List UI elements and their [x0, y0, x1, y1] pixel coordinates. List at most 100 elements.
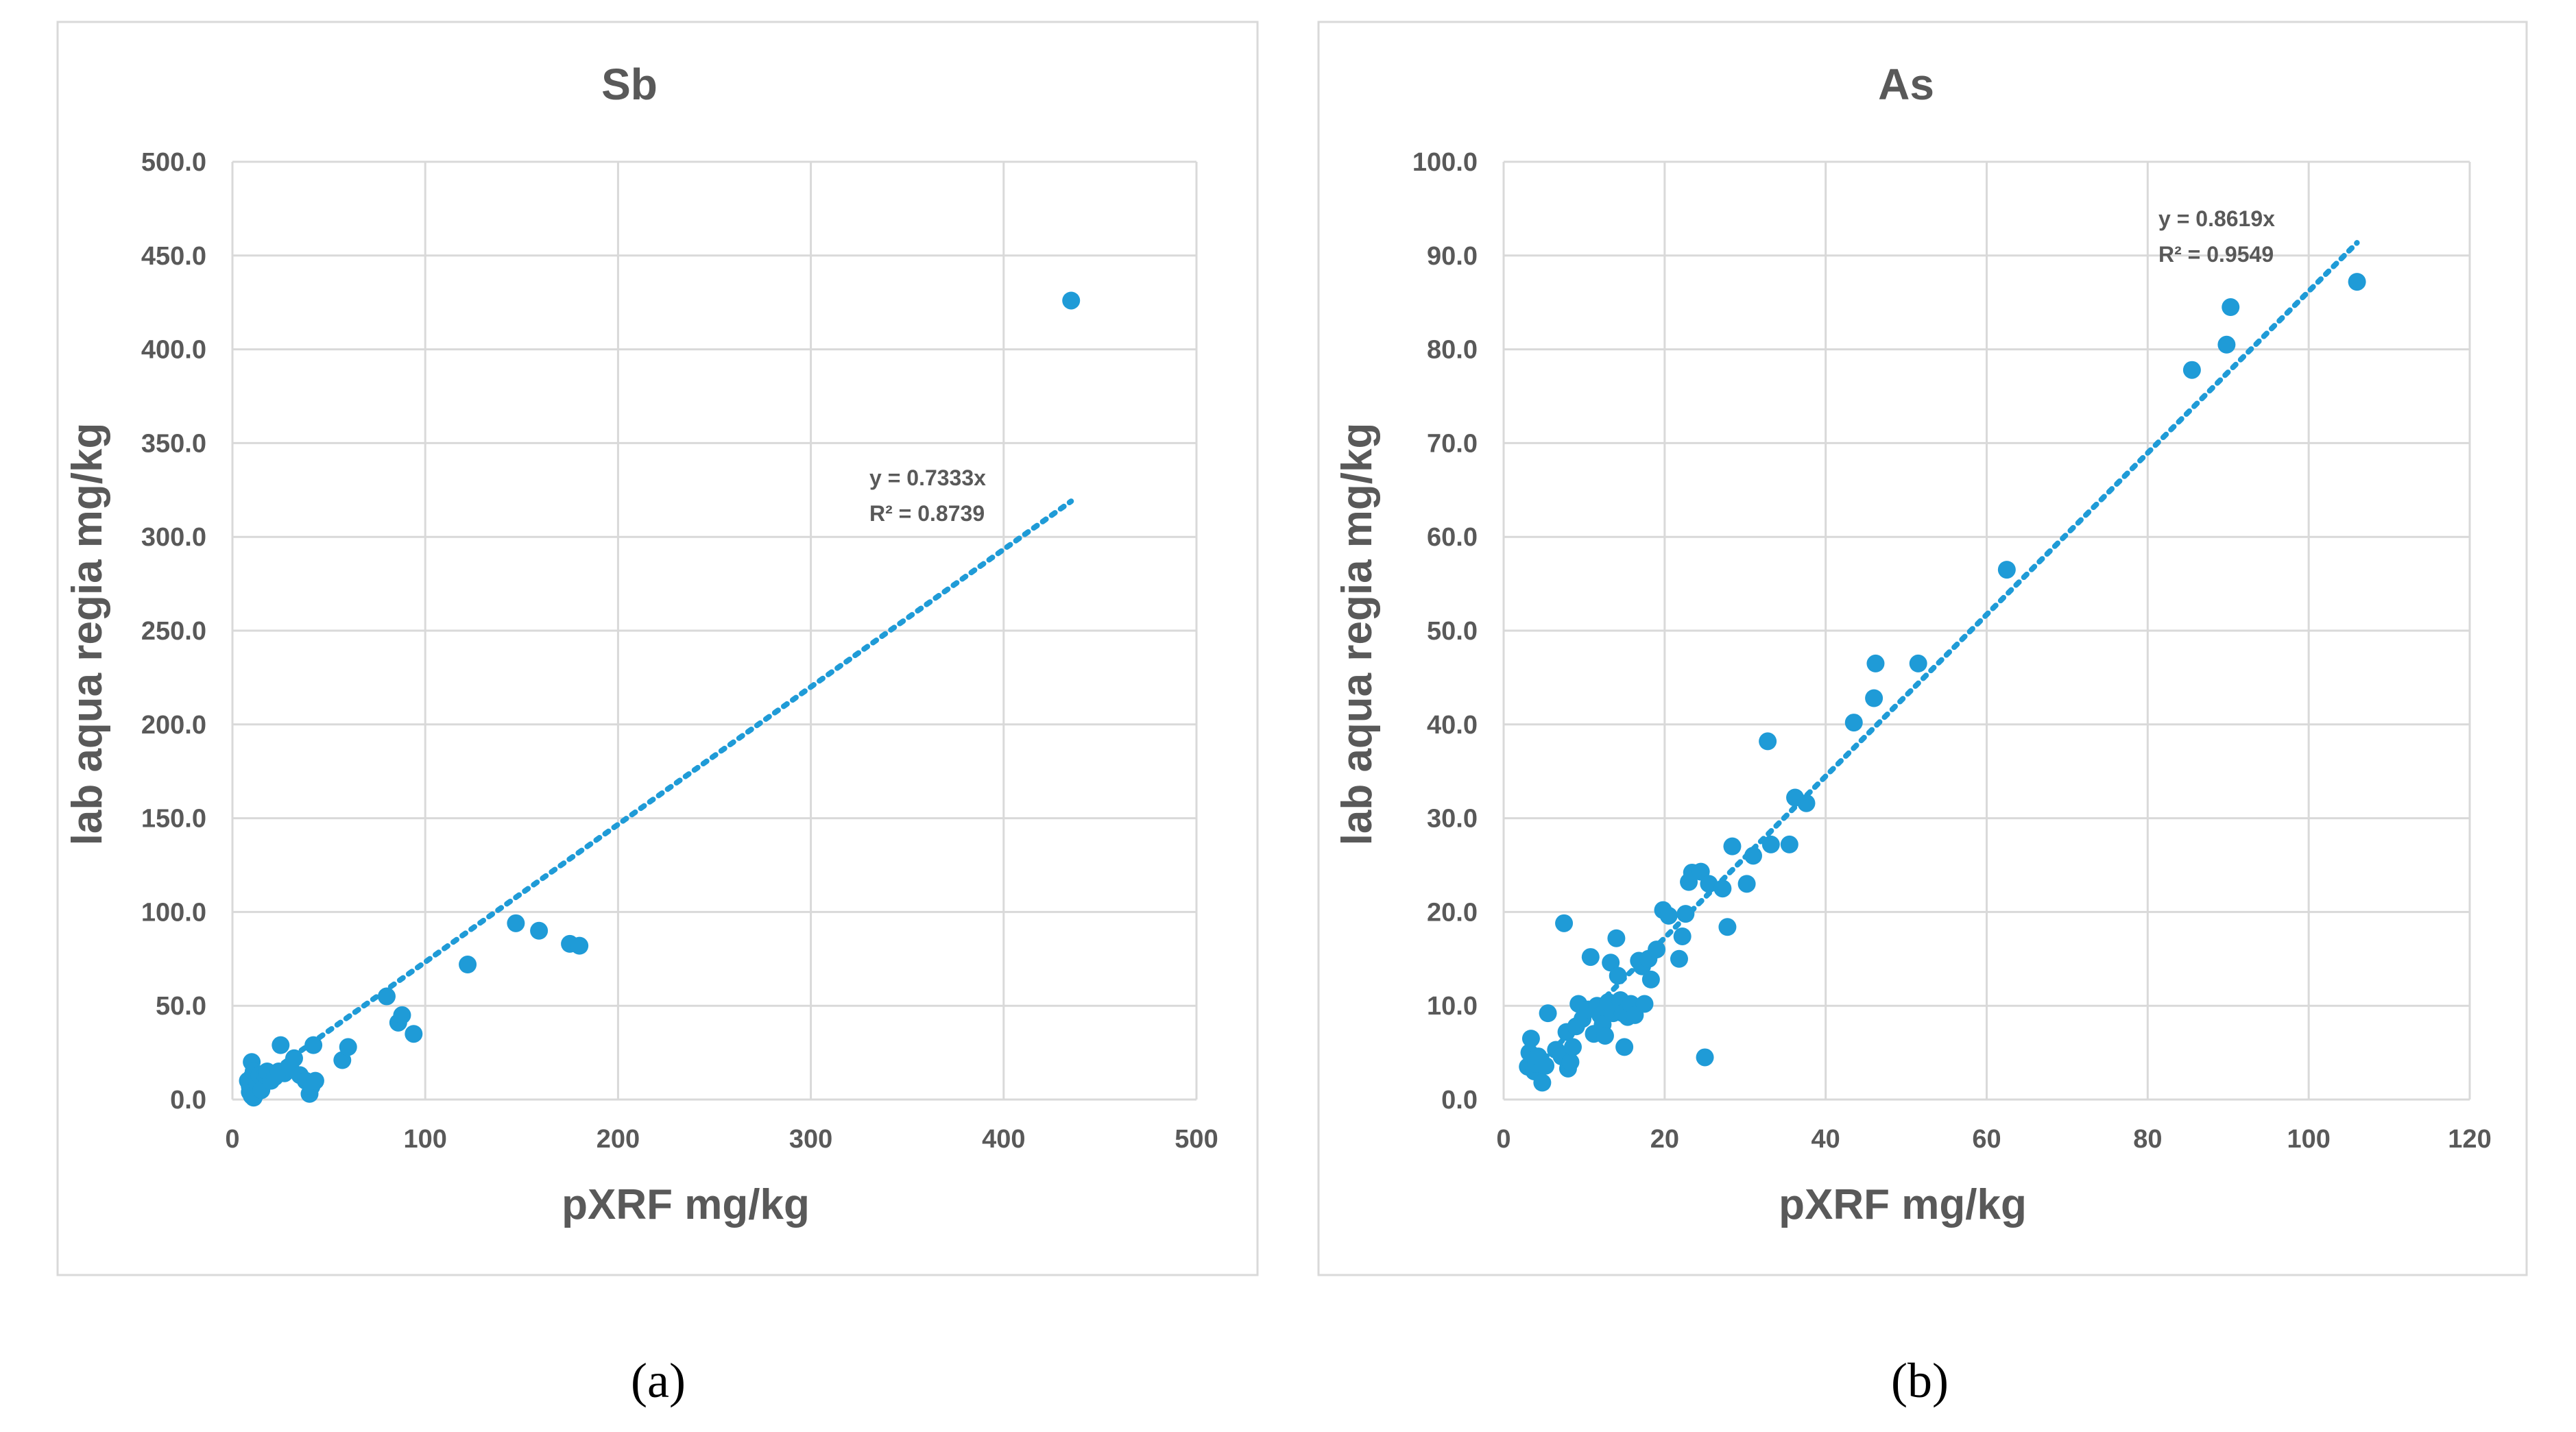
tick-labels-sb: 0.0 50.0 100.0 150.0 200.0 250.0 300.0 350.0 400… [141, 148, 1218, 1154]
data-point-sb [272, 1036, 290, 1054]
x-tick-label-as: 100 [2287, 1125, 2330, 1154]
x-tick-label-sb: 0 [225, 1125, 239, 1154]
data-point-as [2182, 361, 2201, 379]
data-point-as [1780, 835, 1798, 853]
trendline-as [1541, 240, 2360, 1063]
data-point-as [1673, 927, 1692, 945]
x-tick-label-as: 120 [2448, 1125, 2491, 1154]
data-point-as [1737, 875, 1756, 893]
trend-r2-sb: R² = 0.8739 [869, 501, 985, 526]
x-tick-label-as: 0 [1496, 1125, 1510, 1154]
y-tick-label-sb: 200.0 [141, 711, 206, 740]
y-tick-label-sb: 100.0 [141, 898, 206, 927]
data-point-as [1607, 929, 1626, 947]
y-tick-label-as: 10.0 [1427, 992, 1478, 1021]
x-tick-label-sb: 500 [1175, 1125, 1218, 1154]
chart-panel-as: 0.0 10.0 20.0 30.0 40.0 50.0 60.0 70.0 80.0 90.0 1… [1317, 21, 2528, 1276]
data-point-as [1581, 948, 1600, 967]
data-point-as [1909, 654, 1927, 672]
trend-equation-sb: y = 0.7333x [869, 465, 986, 490]
trend-equation-as: y = 0.8619x [2158, 206, 2275, 231]
data-point-as [1539, 1004, 1557, 1023]
y-tick-label-sb: 450.0 [141, 242, 206, 271]
data-point-sb [507, 914, 525, 932]
data-point-sb [339, 1038, 357, 1056]
panel-frame-sb [56, 21, 1259, 1276]
data-points-sb [239, 291, 1081, 1107]
y-tick-label-as: 30.0 [1427, 805, 1478, 834]
y-tick-label-as: 100.0 [1412, 148, 1478, 177]
data-point-sb [393, 1006, 411, 1024]
data-point-as [1641, 970, 1660, 988]
data-point-sb [306, 1071, 324, 1090]
data-point-as [1759, 732, 1777, 751]
y-tick-label-as: 20.0 [1427, 898, 1478, 927]
data-point-as [2222, 298, 2240, 317]
data-point-as [1596, 1026, 1614, 1045]
y-tick-label-sb: 300.0 [141, 523, 206, 552]
data-point-as [1561, 1053, 1580, 1071]
panel-frame-as [1317, 21, 2528, 1276]
y-tick-label-as: 50.0 [1427, 617, 1478, 646]
y-tick-label-sb: 400.0 [141, 336, 206, 365]
x-tick-label-as: 40 [1811, 1125, 1840, 1154]
y-tick-label-sb: 350.0 [141, 429, 206, 458]
y-axis-title-sb: lab aqua regia mg/kg [64, 423, 111, 846]
chart-title-as: As [1878, 60, 1934, 109]
gridlines-as [1502, 160, 2471, 1101]
chart-panel-sb: 0.0 50.0 100.0 150.0 200.0 250.0 300.0 350.0 400… [56, 21, 1259, 1276]
data-point-as [1563, 1038, 1582, 1056]
x-tick-label-sb: 200 [597, 1125, 640, 1154]
x-tick-label-sb: 400 [982, 1125, 1025, 1154]
data-point-as [1997, 561, 2016, 579]
y-tick-label-as: 80.0 [1427, 336, 1478, 365]
data-point-as [1635, 995, 1654, 1013]
y-tick-label-sb: 250.0 [141, 617, 206, 646]
x-tick-label-as: 20 [1650, 1125, 1679, 1154]
data-point-as [1659, 906, 1678, 925]
caption-a: (a) [631, 1353, 686, 1408]
axes-as [1502, 162, 2470, 1101]
data-point-as [1797, 794, 1816, 812]
y-tick-label-as: 40.0 [1427, 711, 1478, 740]
data-point-as [1555, 914, 1574, 932]
caption-b: (b) [1891, 1353, 1949, 1408]
data-point-sb [570, 936, 589, 955]
axes-sb [231, 162, 1196, 1101]
data-point-as [1676, 905, 1695, 923]
data-point-as [1865, 689, 1883, 707]
data-point-sb [377, 987, 396, 1006]
data-point-sb [1062, 291, 1081, 310]
data-point-sb [459, 956, 477, 974]
data-point-as [1696, 1048, 1714, 1067]
y-tick-label-sb: 150.0 [141, 805, 206, 834]
x-axis-title-sb: pXRF mg/kg [562, 1181, 810, 1228]
y-tick-label-sb: 500.0 [141, 148, 206, 177]
data-point-as [1744, 847, 1762, 865]
trendline-path-as [1541, 240, 2360, 1063]
data-point-as [1609, 967, 1627, 985]
data-point-as [1718, 918, 1737, 936]
data-point-as [2348, 273, 2366, 291]
chart-title-sb: Sb [601, 60, 658, 109]
data-point-as [1723, 837, 1742, 855]
y-tick-label-as: 70.0 [1427, 429, 1478, 458]
y-tick-label-as: 90.0 [1427, 242, 1478, 271]
data-point-as [1713, 879, 1732, 898]
y-tick-label-sb: 50.0 [156, 992, 206, 1021]
data-point-as [1648, 940, 1666, 959]
data-point-as [1521, 1030, 1540, 1048]
data-point-as [1533, 1073, 1552, 1092]
y-tick-label-as: 0.0 [1441, 1086, 1478, 1115]
data-point-as [1700, 875, 1718, 893]
data-point-as [1670, 949, 1688, 968]
data-points-as [1519, 273, 2366, 1092]
data-point-as [1866, 654, 1885, 672]
tick-labels-as: 0.0 10.0 20.0 30.0 40.0 50.0 60.0 70.0 80.0 90.0 1… [1412, 148, 2492, 1154]
y-tick-label-sb: 0.0 [170, 1086, 206, 1115]
x-tick-label-sb: 300 [789, 1125, 832, 1154]
data-point-as [1602, 954, 1620, 972]
data-point-as [1537, 1056, 1555, 1075]
x-tick-label-sb: 100 [403, 1125, 446, 1154]
